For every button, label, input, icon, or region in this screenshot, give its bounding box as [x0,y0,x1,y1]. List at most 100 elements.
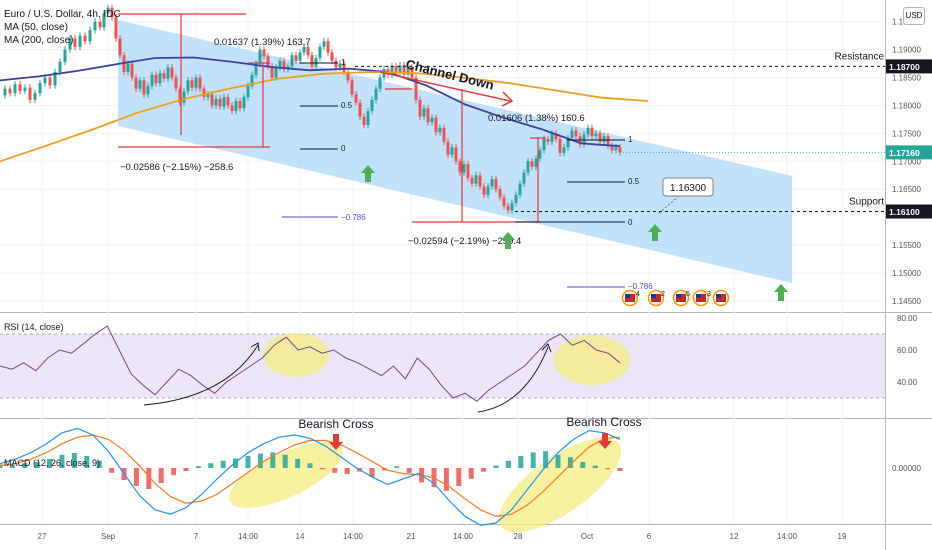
candle-body [38,83,42,94]
price-tick-label: 1.17000 [892,157,921,166]
ma50-legend[interactable]: MA (50, close) [4,22,68,33]
candle-body [158,73,162,84]
candle-body [474,175,478,184]
candle-body [362,116,366,126]
candle-body [606,136,610,146]
macd-histogram-bar [270,452,276,468]
candle-body [570,130,574,138]
macd-pane-title[interactable]: MACD (12, 26, close, 9) [4,458,101,468]
macd-histogram-bar [9,465,15,468]
candle-body [68,38,72,50]
candle-body [298,52,302,61]
macd-histogram-bar [580,462,586,468]
candle-body [302,46,306,53]
candle-body [190,80,194,88]
candle-body [150,74,154,86]
event-badge-count: 4 [636,291,640,298]
candle-body [530,161,534,167]
candle-body [550,133,554,142]
symbol-title[interactable]: Euro / U.S. Dollar, 4h, IDC [4,9,121,20]
candle-body [534,158,538,167]
candle-body [3,88,7,96]
macd-histogram-bar [567,457,573,468]
candle-body [234,101,238,112]
event-flag-canton-icon [625,294,630,298]
time-tick-label: 7 [194,532,199,541]
candle-body [114,17,118,39]
candle-body [566,137,570,148]
candle-body [206,94,210,98]
candle-body [422,108,426,117]
candle-body [194,77,198,88]
candle-body [330,52,334,61]
candle-body [154,74,158,84]
currency-button[interactable]: USD [903,7,925,25]
candle-body [142,80,146,95]
price-tick-label: 1.14500 [892,297,921,306]
green-up-arrow-2 [501,232,515,249]
candle-body [182,91,186,103]
fib-0-label-1: 0 [341,144,346,153]
rsi-tick-label: 40.00 [897,378,918,387]
time-tick-label: 14:00 [238,532,259,541]
price-tick-label: 1.18500 [892,74,921,83]
candle-body [162,73,166,79]
candle-body [98,21,102,28]
candle-body [23,87,27,91]
ma200-legend[interactable]: MA (200, close) [4,35,74,46]
candle-body [542,138,546,151]
macd-histogram-bar [295,459,301,468]
fib-neg-label-1: −0.786 [341,213,366,222]
candle-body [558,138,562,153]
candle-body [470,178,474,184]
green-up-arrow-3 [648,224,662,241]
candle-body [546,138,550,142]
candle-body [402,65,406,75]
candle-body [498,189,502,198]
candle-body [88,30,92,42]
macd-line [0,427,621,526]
callout-box [662,177,714,197]
candle-body [466,164,470,179]
rsi-tick-label: 80.00 [897,314,918,323]
support-price-tag: 1.16100 [889,207,920,217]
candle-body [342,63,346,72]
event-flag-canton-icon [651,294,656,298]
macd-histogram-bar [319,468,325,470]
macd-histogram-bar [344,468,350,474]
candle-body [510,203,514,211]
candle-body [602,136,606,142]
macd-signal-line [0,434,621,518]
candle-body [354,94,358,103]
candle-body [78,35,82,47]
price-tick-label: 1.16500 [892,185,921,194]
candle-body [326,41,330,53]
rsi-pane-title[interactable]: RSI (14, close) [4,322,64,332]
candle-body [418,99,422,117]
candle-body [58,61,62,72]
candle-body [28,87,32,100]
candle-body [274,67,278,78]
measure-up-1-label: 0.01637 (1.39%) 163.7 [214,37,311,48]
rsi-highlight-2 [554,335,630,385]
candle-body [266,56,270,67]
fib-1-label: 1 [341,58,346,67]
candle-body [462,164,466,173]
macd-histogram-bar [84,456,90,468]
candle-body [322,41,326,47]
bearish-cross-arrow-1 [329,434,343,450]
candle-body [166,67,170,79]
macd-histogram-bar [220,460,226,468]
macd-histogram-bar [443,468,449,491]
macd-histogram-bar [34,462,40,468]
time-tick-label: 14:00 [453,532,474,541]
support-label: Support [849,197,884,208]
chart-legend: Euro / U.S. Dollar, 4h, IDC MA (50, clos… [4,8,121,47]
time-tick-label: 28 [514,532,523,541]
rsi-curve-arrow-1-head [250,342,260,352]
measure-up-2-label: 0.01606 (1.38%) 160.6 [488,113,585,124]
fib-0-label-2: 0 [628,218,633,227]
rsi-line [0,325,621,402]
time-tick-label: 14 [296,532,305,541]
